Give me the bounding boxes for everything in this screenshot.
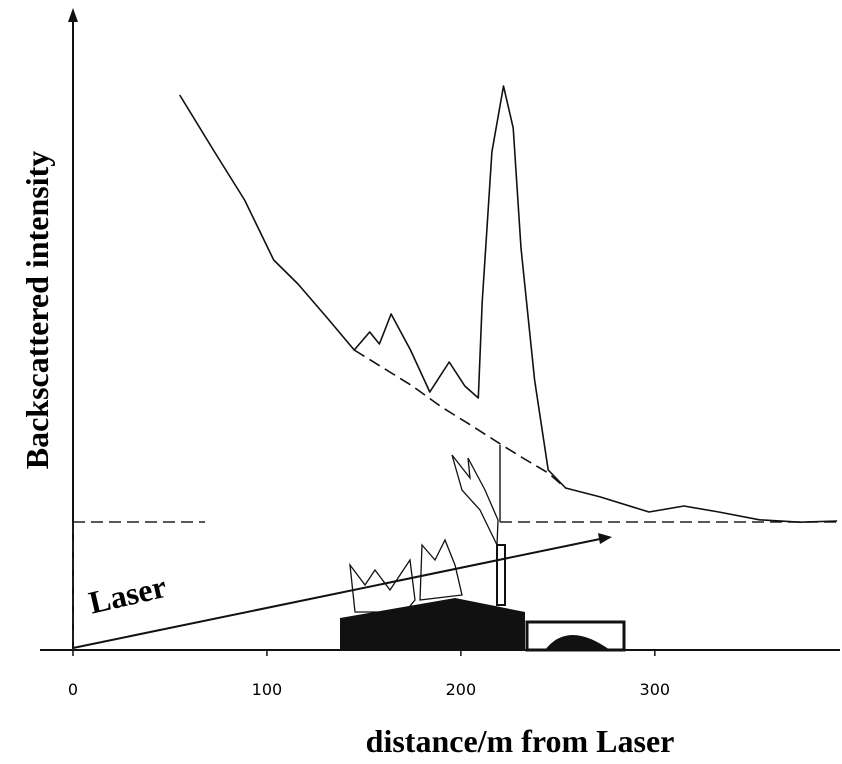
mound xyxy=(545,635,610,650)
laser-arrow xyxy=(598,533,612,544)
y-axis-arrow xyxy=(68,8,78,22)
x-tick-label: 100 xyxy=(252,680,283,699)
reference-lines xyxy=(72,521,838,650)
x-axis-label: distance/m from Laser xyxy=(366,723,675,759)
data-line xyxy=(353,349,567,489)
x-tick-label: 300 xyxy=(640,680,671,699)
flames xyxy=(349,454,499,613)
x-tick-label: 200 xyxy=(446,680,477,699)
data-line xyxy=(179,85,838,523)
building xyxy=(340,598,525,650)
y-axis-label: Backscattered intensity xyxy=(19,151,55,469)
laser-beam xyxy=(72,538,601,649)
chimney xyxy=(496,544,506,606)
laser-label: Laser xyxy=(85,568,169,621)
x-tick-label: 0 xyxy=(68,680,78,699)
